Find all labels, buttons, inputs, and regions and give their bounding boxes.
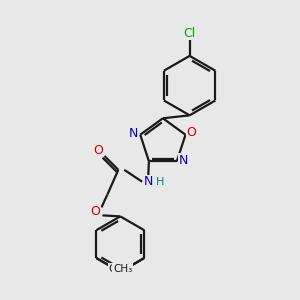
Text: CH₃: CH₃	[113, 264, 132, 274]
Text: N: N	[143, 175, 153, 188]
Text: N: N	[129, 127, 138, 140]
Text: CH₃: CH₃	[108, 264, 128, 274]
Text: H: H	[156, 177, 164, 187]
Text: O: O	[94, 143, 103, 157]
Text: Cl: Cl	[184, 27, 196, 40]
Text: N: N	[179, 154, 188, 167]
Text: O: O	[91, 205, 100, 218]
Text: O: O	[187, 126, 196, 139]
